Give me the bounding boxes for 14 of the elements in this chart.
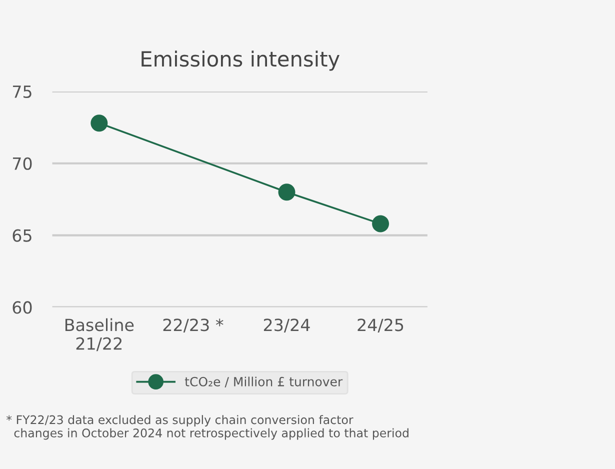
y-tick-label: 65 [12,229,32,242]
x-tick-label: Baseline 21/22 [65,318,134,352]
point [90,114,108,132]
legend-label: tCO₂e / Million £ turnover [184,376,343,388]
text: * FY22/23 data excluded as supply chain conversion factor changes in October 2024 not retrospectively applied to that period [6,415,408,440]
x-tick-label: 22/23 * [163,318,224,333]
x-tick-label: 23/24 [264,318,310,333]
point [372,215,390,232]
point [278,184,296,201]
x-tick-label: 24/25 [358,318,404,333]
y-tick-label: 60 [12,301,32,314]
y-tick-label: 75 [12,86,32,98]
y-tick-label: 70 [12,157,32,170]
chart-title: Emissions intensity [142,50,340,71]
